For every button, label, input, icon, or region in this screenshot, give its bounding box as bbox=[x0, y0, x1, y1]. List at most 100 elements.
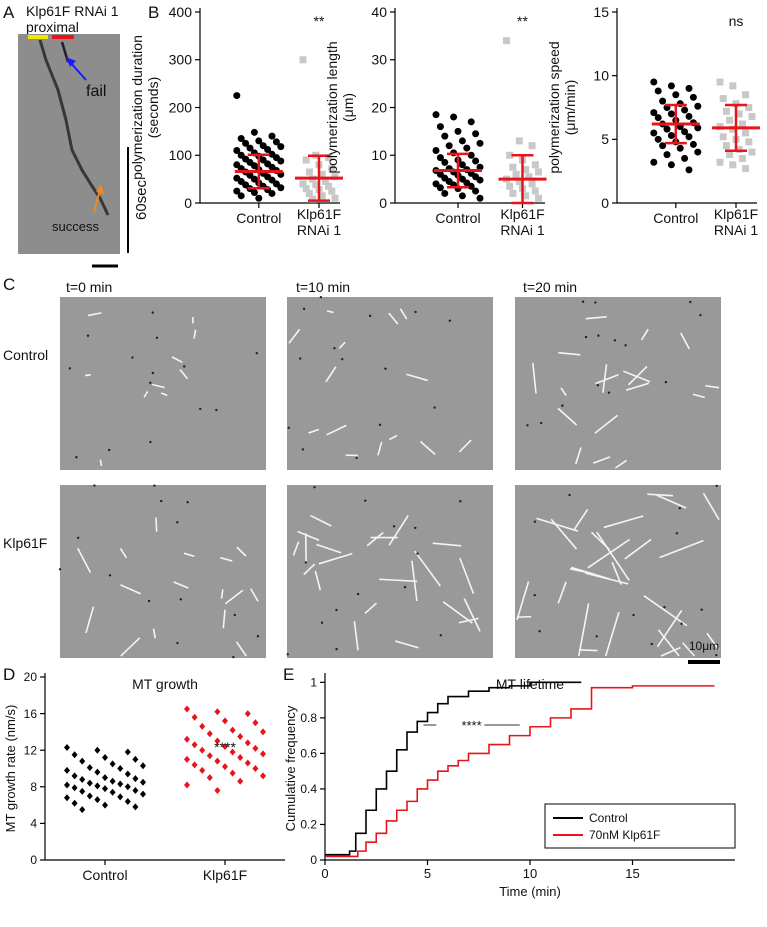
dot bbox=[719, 133, 727, 141]
row-label: Klp61F bbox=[3, 535, 47, 551]
dot bbox=[140, 778, 146, 786]
dot bbox=[441, 158, 449, 166]
dot bbox=[124, 748, 131, 756]
x-tick-label: Klp61F bbox=[203, 867, 247, 883]
microtubule bbox=[152, 628, 157, 639]
microtubule bbox=[587, 538, 631, 569]
dot bbox=[476, 176, 484, 184]
column-label: t=10 min bbox=[296, 279, 350, 295]
microtubule bbox=[577, 603, 590, 657]
microtubule bbox=[585, 572, 629, 585]
speck bbox=[540, 421, 543, 425]
y-axis-label: polymerization duration(seconds) bbox=[129, 35, 161, 180]
dot bbox=[681, 128, 689, 136]
microtubule bbox=[84, 373, 92, 377]
microtubule bbox=[593, 456, 611, 464]
speck bbox=[183, 365, 186, 368]
dot bbox=[476, 163, 484, 171]
microtubule bbox=[399, 308, 408, 320]
speck bbox=[233, 613, 236, 617]
dot bbox=[302, 156, 310, 164]
dot bbox=[694, 124, 702, 132]
dot bbox=[302, 185, 310, 193]
dot bbox=[277, 157, 285, 165]
microtubule bbox=[594, 414, 619, 434]
dot bbox=[309, 195, 317, 203]
y-tick-label: 0 bbox=[310, 853, 317, 867]
speck bbox=[433, 406, 436, 409]
dot bbox=[726, 116, 734, 124]
microtubule bbox=[222, 609, 226, 629]
microtubule bbox=[250, 588, 259, 602]
microtubule bbox=[516, 615, 532, 619]
microtubule bbox=[173, 581, 189, 589]
dot bbox=[450, 113, 458, 121]
y-tick-label: 20 bbox=[371, 99, 387, 115]
dot bbox=[472, 187, 480, 195]
dot bbox=[71, 784, 78, 792]
dot bbox=[184, 755, 190, 763]
dot bbox=[184, 735, 190, 743]
dot bbox=[441, 132, 449, 140]
microtubule bbox=[377, 441, 383, 456]
microtubule bbox=[602, 364, 608, 393]
dot bbox=[132, 755, 139, 763]
dot bbox=[685, 112, 693, 120]
dot bbox=[515, 178, 523, 186]
dot bbox=[436, 123, 444, 131]
speck bbox=[256, 635, 260, 638]
y-tick-label: 15 bbox=[593, 4, 609, 20]
microtubule bbox=[379, 578, 418, 583]
microtubule bbox=[640, 328, 649, 341]
dot bbox=[64, 781, 70, 789]
significance: **** bbox=[461, 718, 481, 733]
dot bbox=[694, 148, 702, 156]
speck bbox=[107, 448, 111, 452]
dot bbox=[140, 790, 146, 798]
panel-label: D bbox=[3, 665, 15, 684]
dot bbox=[528, 142, 536, 150]
dot bbox=[109, 777, 116, 785]
speck bbox=[333, 347, 336, 350]
dot bbox=[685, 166, 693, 174]
microtubule bbox=[590, 531, 611, 551]
dot bbox=[237, 777, 244, 785]
dot bbox=[535, 194, 542, 202]
microtubule bbox=[85, 606, 95, 634]
dot bbox=[71, 772, 78, 780]
dot bbox=[102, 774, 108, 782]
dot bbox=[663, 151, 671, 159]
microtubule bbox=[560, 387, 567, 397]
kymo-annotation: success bbox=[52, 219, 99, 234]
microtubule bbox=[557, 581, 567, 604]
microtubule bbox=[155, 517, 158, 532]
dot bbox=[742, 129, 750, 137]
dot bbox=[109, 788, 116, 796]
speck bbox=[176, 521, 179, 524]
dot bbox=[432, 111, 440, 119]
speck bbox=[675, 532, 679, 535]
speck bbox=[215, 408, 218, 412]
speck bbox=[75, 456, 78, 459]
speck bbox=[286, 653, 289, 656]
dot bbox=[654, 135, 662, 143]
dot bbox=[237, 754, 244, 762]
dot bbox=[522, 166, 530, 174]
dot bbox=[467, 118, 475, 126]
dot bbox=[299, 180, 307, 188]
speck bbox=[568, 493, 571, 497]
dot bbox=[71, 751, 78, 759]
dot bbox=[738, 120, 746, 128]
dot bbox=[252, 719, 259, 727]
microtubule bbox=[624, 538, 652, 560]
dot bbox=[441, 189, 449, 197]
microtubule bbox=[578, 648, 598, 652]
microtubule bbox=[303, 563, 316, 576]
speck bbox=[613, 339, 617, 342]
arrow bbox=[69, 61, 87, 81]
y-tick-label: 0 bbox=[601, 195, 609, 211]
speck bbox=[378, 423, 382, 427]
dot bbox=[732, 100, 740, 108]
micrograph bbox=[515, 297, 721, 470]
significance: ns bbox=[729, 13, 744, 29]
